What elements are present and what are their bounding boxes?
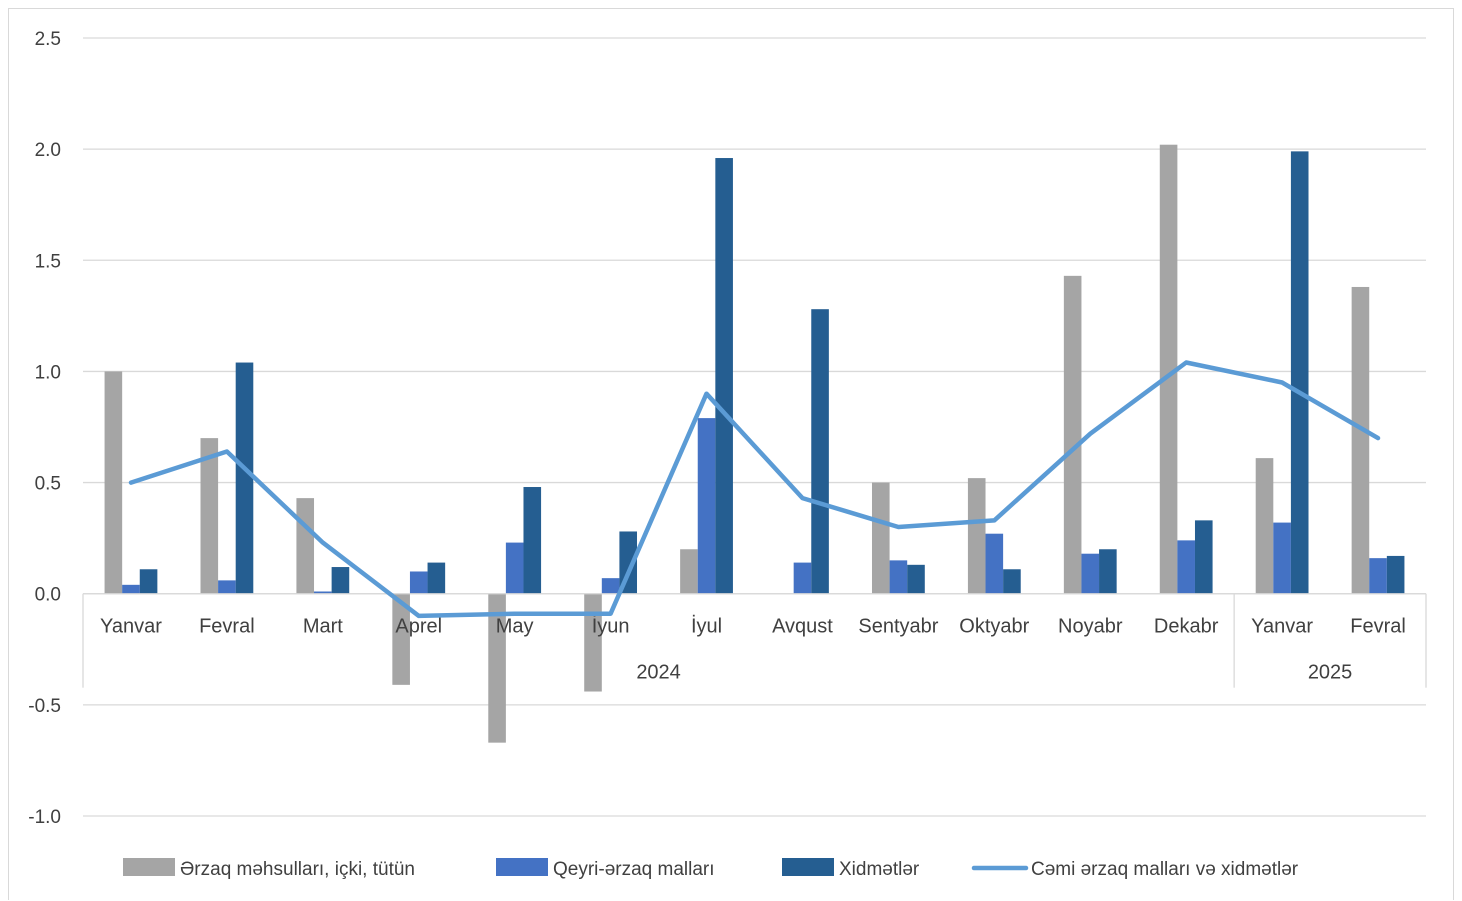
- bar-2: [218, 580, 236, 594]
- bar-2: [793, 562, 812, 594]
- bar-3: [235, 362, 254, 594]
- bar-2: [985, 533, 1004, 594]
- legend-swatch: [782, 858, 834, 876]
- category-label: Mart: [303, 616, 343, 638]
- bar-1: [296, 498, 315, 594]
- bar-1: [488, 593, 506, 743]
- bar-2: [409, 571, 428, 594]
- legend-label: Cəmi ərzaq malları və xidmətlər: [1031, 859, 1299, 880]
- combo-chart: 2.5 2.0 1.5 1.0 0.5 0.0 -0.5 -1.0 Yanvar Fevral M…: [28, 29, 1427, 880]
- category-label: Sentyabr: [858, 616, 938, 638]
- legend-label: Xidmətlər: [839, 859, 920, 880]
- bar-3: [331, 567, 350, 594]
- legend-swatch: [496, 858, 548, 876]
- bar-3: [1099, 549, 1117, 594]
- y-axis-ticks: 2.5 2.0 1.5 1.0 0.5 0.0 -0.5 -1.0: [28, 29, 61, 828]
- category-label: Aprel: [395, 616, 442, 638]
- bar-1: [1063, 275, 1082, 594]
- category-label: Yanvar: [100, 616, 162, 638]
- legend-label: Ərzaq məhsulları, içki, tütün: [180, 859, 415, 880]
- bar-1: [200, 438, 219, 594]
- y-tick-label: 1.0: [35, 362, 61, 383]
- category-label: Noyabr: [1058, 616, 1123, 638]
- legend: Ərzaq məhsulları, içki, tütün Qeyri-ərzaq…: [123, 858, 1299, 880]
- bar-2: [889, 560, 908, 594]
- total-line: [128, 360, 1381, 619]
- bar-1: [871, 482, 890, 594]
- bar-3: [523, 487, 542, 594]
- bar-3: [907, 564, 925, 594]
- category-label: Oktyabr: [959, 616, 1029, 638]
- bar-1: [680, 549, 698, 594]
- category-label: May: [496, 616, 534, 638]
- bar-3: [1290, 151, 1309, 594]
- y-tick-label: -1.0: [28, 807, 61, 828]
- category-axis: Yanvar Fevral Mart Aprel May İyun İyul Avqust Se…: [82, 593, 1427, 688]
- legend-swatch: [123, 858, 175, 876]
- category-label: Avqust: [772, 616, 833, 638]
- y-tick-label: 2.0: [35, 140, 61, 161]
- bar-2: [314, 591, 332, 594]
- group-label: 2024: [636, 662, 681, 684]
- bar-2: [505, 542, 524, 594]
- bar-1: [584, 593, 602, 692]
- bar-2: [1273, 522, 1291, 594]
- y-tick-label: -0.5: [28, 696, 61, 717]
- category-label: Yanvar: [1251, 616, 1313, 638]
- category-label: İyun: [592, 615, 630, 638]
- chart-frame: 2.5 2.0 1.5 1.0 0.5 0.0 -0.5 -1.0 Yanvar Fevral M…: [8, 8, 1454, 900]
- bar-3: [715, 158, 733, 594]
- y-tick-label: 0.0: [35, 585, 61, 606]
- bars: [104, 144, 1405, 743]
- bar-3: [1194, 520, 1213, 594]
- bar-3: [1003, 569, 1021, 594]
- category-label: Fevral: [1350, 616, 1406, 638]
- bar-2: [1369, 558, 1387, 594]
- bar-2: [601, 578, 620, 594]
- bar-3: [811, 309, 829, 594]
- bar-1: [104, 371, 123, 594]
- bar-2: [1081, 553, 1100, 594]
- bar-1: [967, 478, 986, 594]
- bar-2: [122, 584, 140, 594]
- series-line: [128, 360, 1381, 619]
- category-label: Fevral: [199, 616, 255, 638]
- category-label: Dekabr: [1154, 616, 1219, 638]
- y-tick-label: 1.5: [35, 251, 61, 272]
- group-label: 2025: [1308, 662, 1353, 684]
- category-label: İyul: [691, 615, 722, 638]
- bar-1: [392, 593, 410, 685]
- bar-3: [427, 562, 446, 594]
- legend-label: Qeyri-ərzaq malları: [553, 859, 715, 880]
- bar-2: [1177, 540, 1195, 594]
- gridlines: [83, 37, 1426, 817]
- bar-1: [1255, 458, 1274, 594]
- y-tick-label: 2.5: [35, 29, 61, 50]
- bar-3: [139, 569, 158, 594]
- bar-1: [1351, 286, 1370, 594]
- bar-3: [1386, 555, 1405, 594]
- bar-2: [697, 418, 716, 594]
- bar-1: [1159, 144, 1178, 594]
- y-tick-label: 0.5: [35, 474, 61, 495]
